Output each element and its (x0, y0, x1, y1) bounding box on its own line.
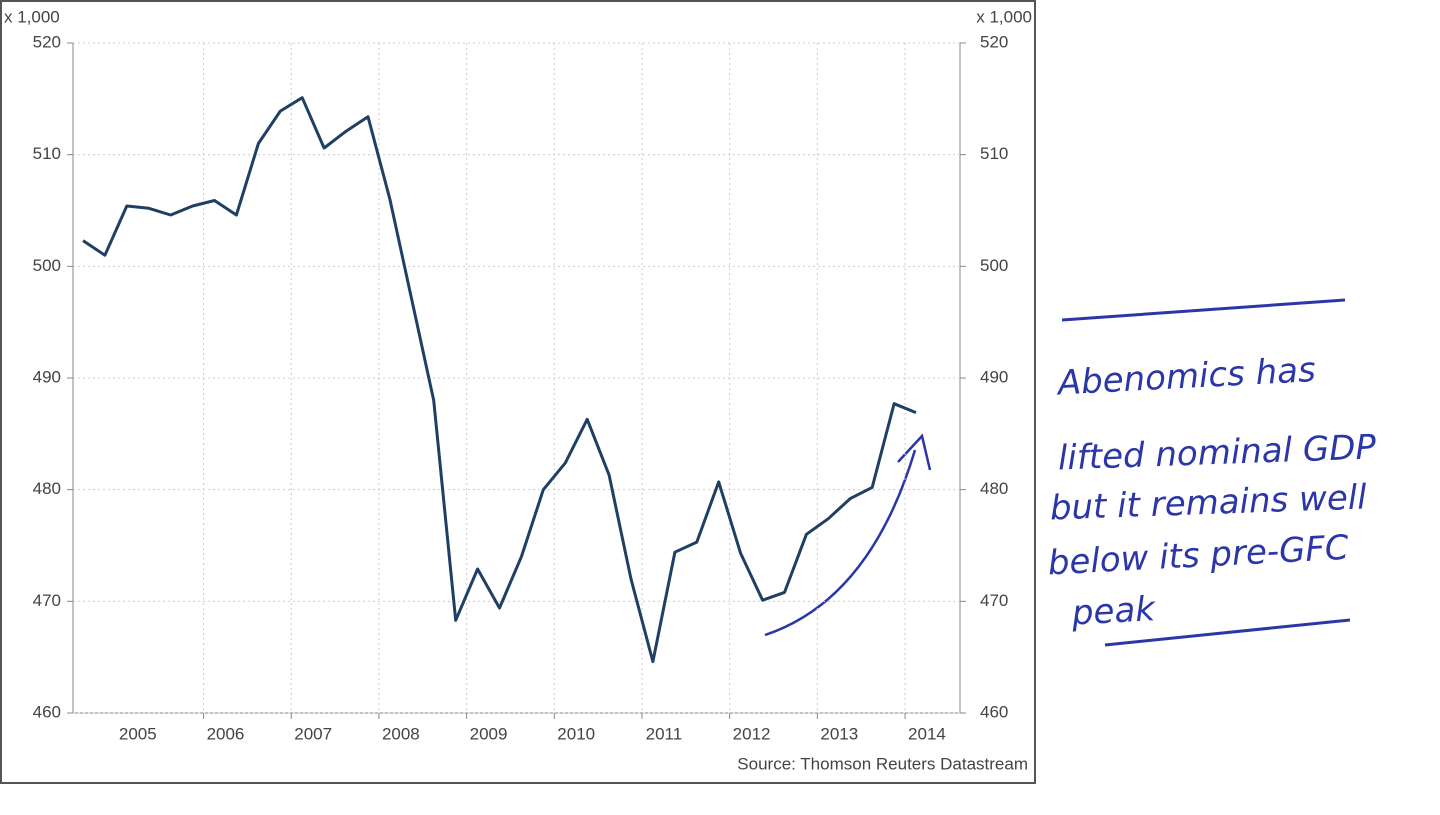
y-tick-label: 500 (33, 256, 61, 275)
y2-tick-label: 480 (980, 479, 1008, 498)
y2-tick-label: 460 (980, 702, 1008, 721)
y2-tick-label: 490 (980, 367, 1008, 386)
x-tick-label: 2014 (908, 724, 946, 743)
x-tick-label: 2012 (733, 724, 771, 743)
y-tick-label: 480 (33, 479, 61, 498)
y-tick-label: 490 (33, 367, 61, 386)
annotation-line: below its pre-GFC (1047, 528, 1350, 584)
x-tick-label: 2010 (557, 724, 595, 743)
line-series (82, 96, 917, 664)
annotation-line: Abenomics has (1055, 350, 1317, 404)
annotation-line: lifted nominal GDP (1057, 427, 1377, 478)
annotation-line: peak (1070, 589, 1157, 633)
x-tick-label: 2011 (646, 724, 683, 743)
y2-tick-label: 500 (980, 256, 1008, 275)
chart-frame (0, 0, 1036, 784)
y-tick-label: 520 (33, 32, 61, 51)
underline (1104, 618, 1351, 647)
y2-tick-label: 470 (980, 591, 1008, 610)
x-tick-label: 2007 (294, 724, 332, 743)
x-tick-label: 2005 (119, 724, 157, 743)
annotation-line: but it remains well (1049, 477, 1368, 528)
x-tick-label: 2013 (820, 724, 858, 743)
x-tick-label: 2008 (382, 724, 420, 743)
y2-tick-label: 510 (980, 144, 1008, 163)
arrow (764, 433, 932, 637)
source: Source: Thomson Reuters Datastream (737, 754, 1028, 773)
y2-unit-label: x 1,000 (976, 7, 1032, 26)
underline (1061, 298, 1346, 322)
y-tick-label: 470 (33, 591, 61, 610)
y2-tick-label: 520 (980, 32, 1008, 51)
y-tick-label: 510 (33, 144, 61, 163)
y-tick-label: 460 (33, 702, 61, 721)
x-tick-label: 2009 (470, 724, 508, 743)
y-unit-label: x 1,000 (4, 7, 60, 26)
x-tick-label: 2006 (207, 724, 245, 743)
